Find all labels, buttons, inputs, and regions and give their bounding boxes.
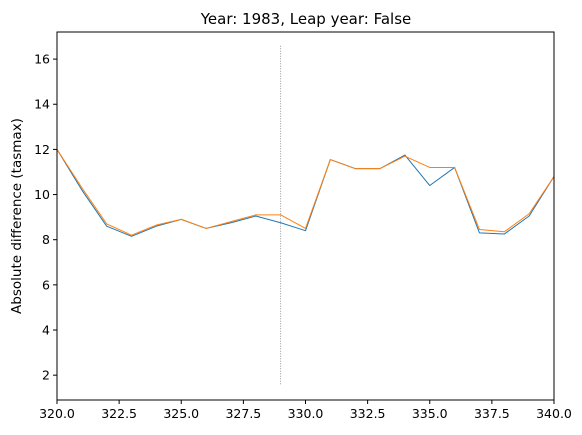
x-tick-label: 330.0 bbox=[288, 406, 324, 421]
plot-frame bbox=[56, 31, 555, 401]
y-tick-label: 12 bbox=[34, 142, 50, 157]
y-tick-label: 8 bbox=[42, 232, 50, 247]
x-tick-label: 327.5 bbox=[225, 406, 261, 421]
y-axis: 2 4 6 8 10 12 14 16 bbox=[34, 52, 57, 383]
y-tick-label: 4 bbox=[42, 323, 50, 338]
chart-title: Year: 1983, Leap year: False bbox=[200, 10, 412, 28]
y-tick-label: 6 bbox=[42, 277, 50, 292]
x-axis: 320.0 322.5 325.0 327.5 330.0 332.5 335.0 337.5… bbox=[39, 400, 572, 421]
x-tick-label: 335.0 bbox=[412, 406, 448, 421]
y-tick-label: 2 bbox=[42, 368, 50, 383]
y-tick-label: 14 bbox=[34, 97, 50, 112]
y-tick-label: 16 bbox=[34, 52, 50, 67]
x-tick-label: 332.5 bbox=[350, 406, 386, 421]
y-tick-label: 10 bbox=[34, 187, 50, 202]
series-line-1 bbox=[56, 149, 555, 237]
y-axis-label: Absolute difference (tasmax) bbox=[9, 118, 25, 314]
plot-area bbox=[56, 45, 555, 385]
x-tick-label: 325.0 bbox=[163, 406, 199, 421]
x-tick-label: 320.0 bbox=[39, 406, 75, 421]
x-tick-label: 322.5 bbox=[101, 406, 137, 421]
x-tick-label: 337.5 bbox=[474, 406, 510, 421]
series-line-2 bbox=[56, 149, 555, 236]
x-tick-label: 340.0 bbox=[536, 406, 572, 421]
